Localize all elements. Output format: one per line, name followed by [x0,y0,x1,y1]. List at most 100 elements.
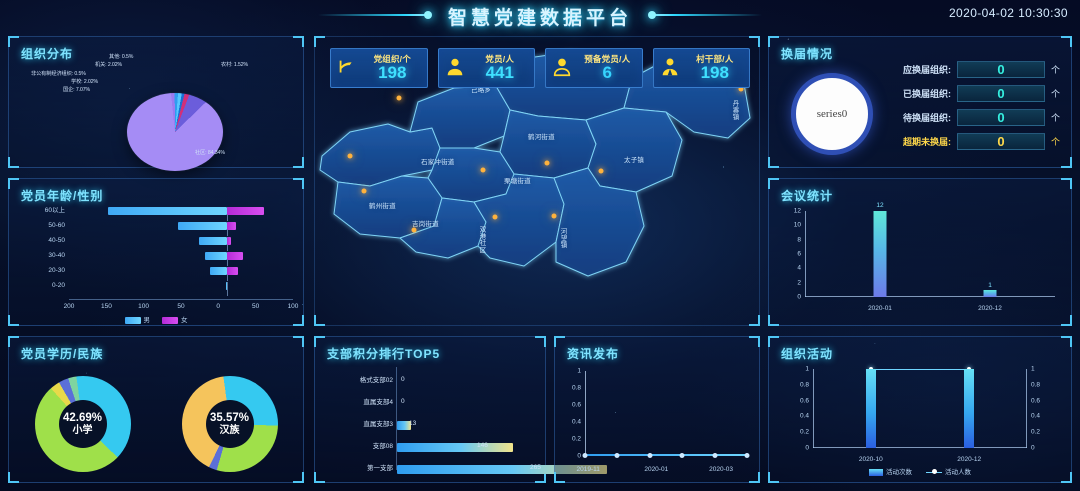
data-point[interactable] [582,453,588,458]
y-tick-right: 0.6 [1031,397,1041,405]
ethnicity-center-label: 汉族 [219,424,240,436]
panel-age-gender: 党员年龄/性别 60以上 50-60 40-50 30-40 20-30 0-2… [8,178,304,326]
org-distribution-pie-chart[interactable] [127,93,223,171]
panel-org-activity: 组织活动 1 0.8 0.6 0.4 0.2 0 1 0.8 0.6 0.4 0… [768,336,1072,483]
panel-title-news: 资讯发布 [567,347,620,361]
y-tick: 1 [577,367,581,375]
stat-card-party-members[interactable]: 党员/人 441 [437,48,535,88]
term-row-should-change: 应换届组织: 0 个 [881,57,1063,81]
term-row-changed: 已换届组织: 0 个 [881,81,1063,105]
pie-label-rural: 农村: 1.52% [221,62,249,68]
top5-row-value: 13 [409,420,417,427]
map-marker-icon[interactable] [738,86,744,92]
y-tick: 2 [797,279,801,287]
map-label-hehe: 鹤河街道 [528,134,555,141]
y-tick: 0 [577,452,581,460]
top5-row-label: 格式支部02 [359,377,393,384]
y-tick: 0.4 [571,418,581,426]
map-label-jigang: 吉岗街道 [412,221,439,228]
village-cadre-icon [659,56,681,80]
stat-card-row: 党组织/个 198 党员/人 441 预备党员/人 6 村干部/人 198 [330,48,750,88]
top5-row-label: 支部08 [372,443,393,450]
map-marker-icon[interactable] [347,153,353,159]
term-row-value-box: 0 [957,84,1045,102]
education-donut-chart[interactable]: 42.69% 小学 [34,376,131,472]
data-point[interactable] [679,453,685,458]
panel-title-term: 换届情况 [781,47,834,61]
ethnicity-donut-chart[interactable]: 35.57% 汉族 [181,376,278,472]
map-marker-icon[interactable] [492,214,498,220]
map-marker-icon[interactable] [551,213,557,219]
legend-activity-count[interactable]: 活动次数 [869,466,912,476]
legend-activity-count-label: 活动次数 [886,469,912,476]
panel-title-top5: 支部积分排行TOP5 [327,347,441,361]
map-marker-icon[interactable] [411,227,417,233]
y-tick: 12 [793,207,801,215]
activity-bar[interactable] [865,369,876,448]
stat-value: 441 [485,62,514,82]
top5-bar-chart[interactable]: 格式支部02 0 直属支部4 0 直属支部3 13 支部08 146 第一支部 … [325,367,607,474]
map-label-hewang: 河望镇 [559,228,566,249]
bar-female [227,237,231,245]
panel-title-org: 组织分布 [21,47,74,61]
map-marker-icon[interactable] [361,188,367,194]
x-tick: 2020-10 [858,456,883,463]
top5-bar [397,465,607,474]
term-row-label: 待换届组织: [903,112,951,123]
pie-label-school: 学校: 2.02% [71,79,99,85]
stat-card-party-orgs[interactable]: 党组织/个 198 [330,48,428,88]
x-tick: 2020-03 [709,466,734,473]
term-row-value: 0 [997,109,1005,125]
party-member-icon [444,56,466,80]
term-row-value-box: 0 [957,108,1045,126]
y-tick-left: 0.4 [799,412,809,420]
activity-chart[interactable]: 1 0.8 0.6 0.4 0.2 0 1 0.8 0.6 0.4 0.2 0 … [800,366,1040,464]
top5-row-value: 0 [401,398,405,405]
y-tick-right: 0.8 [1031,381,1041,389]
age-gender-butterfly-chart[interactable]: 60以上 50-60 40-50 30-40 20-30 0-20 [23,207,291,297]
bar-female [227,252,243,260]
map-label-taizi: 太子镇 [624,157,645,164]
legend-male[interactable]: 男 [124,314,150,324]
panel-news-publish: 资讯发布 1 0.8 0.6 0.4 0.2 0 2019-11 2020-01… [554,336,760,483]
top5-row-label: 直属支部3 [363,421,393,428]
x-tick: 100 [287,303,299,310]
map-marker-icon[interactable] [598,168,604,174]
data-point[interactable] [647,453,653,458]
meeting-bar-chart[interactable]: 12 10 8 6 4 2 0 12 2020-01 1 2020-12 [794,202,1055,312]
map-label-danzhai: 丹寨镇 [731,100,738,121]
term-row-value: 0 [997,133,1005,149]
top5-row-label: 第一支部 [367,465,393,472]
panel-meeting-stats: 会议统计 12 10 8 6 4 2 0 12 2020-01 1 2020-1… [768,178,1072,326]
news-line-chart[interactable]: 1 0.8 0.6 0.4 0.2 0 2019-11 2020-01 2020… [572,368,750,473]
map-label-shijiachong: 石家冲街道 [421,159,455,166]
legend-female[interactable]: 女 [162,314,188,324]
term-row-overdue: 超期未换届: 0 个 [881,129,1063,153]
y-tick: 4 [797,264,801,272]
legend-activity-people[interactable]: 活动人数 [926,466,971,476]
legend-activity-people-label: 活动人数 [945,469,971,476]
map-label-jilue: 己略乡 [471,87,492,94]
term-gauge-label: series0 [816,108,848,120]
activity-bar[interactable] [964,369,975,448]
meeting-bar[interactable] [873,211,887,297]
x-tick: 150 [100,303,112,310]
stat-card-probationary-members[interactable]: 预备党员/人 6 [545,48,643,88]
term-gauge-chart[interactable]: series0 [791,73,873,155]
activity-line [870,369,970,370]
age-category-label: 40-50 [48,237,65,244]
activity-legend[interactable]: 活动次数 活动人数 [769,466,1071,476]
data-point[interactable] [744,453,750,458]
stat-card-village-cadres[interactable]: 村干部/人 198 [652,48,750,88]
data-point[interactable] [614,453,620,458]
data-point[interactable] [712,453,718,458]
term-row-unit: 个 [1051,64,1061,75]
y-tick-left: 1 [805,365,809,373]
meeting-bar[interactable] [983,289,997,297]
top5-bar [397,421,411,430]
map-marker-icon[interactable] [396,95,402,101]
map-marker-icon[interactable] [544,160,550,166]
age-gender-legend[interactable]: 男 女 [9,314,303,324]
ethnicity-center-value: 35.57% [209,411,249,424]
map-marker-icon[interactable] [480,167,486,173]
